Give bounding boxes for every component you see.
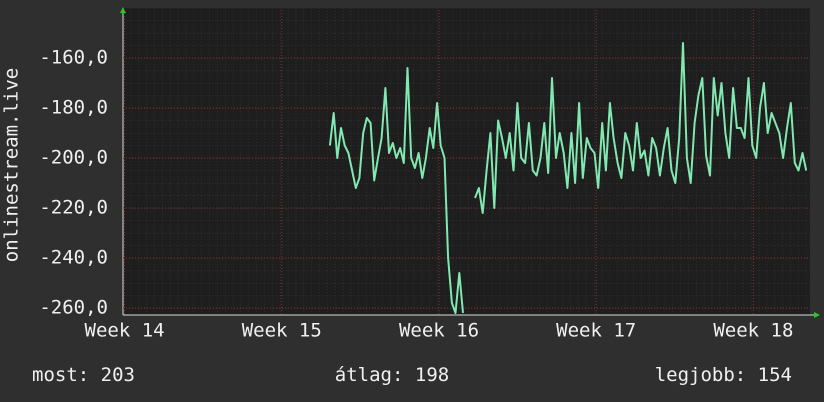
y-tick-label: -220,0 — [39, 197, 108, 219]
stat-value: 198 — [415, 364, 449, 386]
stat: átlag: 198 — [335, 364, 449, 386]
stat-label: most: — [32, 364, 89, 386]
data-line — [328, 42, 808, 314]
y-tick-label: -240,0 — [39, 247, 108, 269]
x-tick-label: Week 17 — [556, 320, 636, 342]
y-tick-label: -260,0 — [39, 297, 108, 319]
x-tick-label: Week 14 — [85, 320, 165, 342]
y-axis-label: onlinestream.live — [1, 68, 23, 262]
y-tick-label: -160,0 — [39, 47, 108, 69]
stats: most: 203 átlag: 198 legjobb: 154 — [32, 364, 792, 386]
x-arrow — [814, 312, 820, 318]
stat-label: átlag: — [335, 364, 404, 386]
stat-value: 203 — [101, 364, 135, 386]
y-tick-label: -200,0 — [39, 147, 108, 169]
stat: most: 203 — [32, 364, 135, 386]
x-tick-label: Week 16 — [399, 320, 479, 342]
stat: legjobb: 154 — [655, 364, 792, 386]
x-tick-label: Week 15 — [242, 320, 322, 342]
stat-label: legjobb: — [655, 364, 747, 386]
stat-value: 154 — [758, 364, 792, 386]
minor-grid — [123, 8, 810, 315]
x-tick-label: Week 18 — [713, 320, 793, 342]
y-arrow — [120, 7, 126, 13]
y-tick-label: -180,0 — [39, 97, 108, 119]
